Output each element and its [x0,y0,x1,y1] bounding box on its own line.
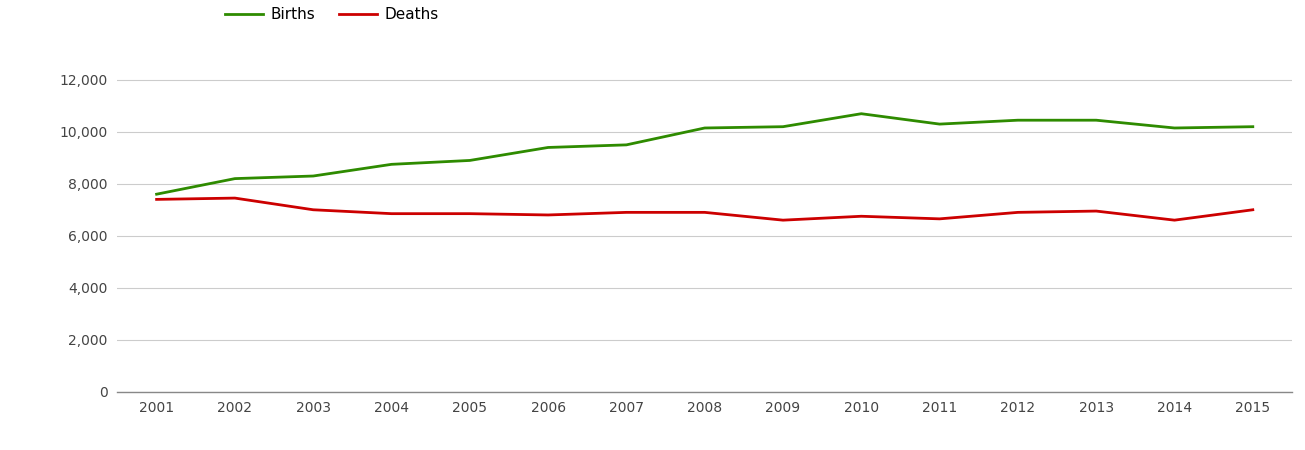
Births [1245,124,1261,130]
Births [305,173,321,179]
Births [932,122,947,127]
Deaths [775,217,791,223]
Births [227,176,243,181]
Births [697,125,713,130]
Line: Births: Births [157,114,1253,194]
Births [149,192,164,197]
Births [384,162,399,167]
Deaths [462,211,478,216]
Births [853,111,869,117]
Deaths [305,207,321,212]
Deaths [149,197,164,202]
Deaths [697,210,713,215]
Births [462,158,478,163]
Deaths [384,211,399,216]
Deaths [1088,208,1104,214]
Legend: Births, Deaths: Births, Deaths [219,1,445,28]
Deaths [1010,210,1026,215]
Deaths [853,214,869,219]
Line: Deaths: Deaths [157,198,1253,220]
Deaths [1245,207,1261,212]
Births [1167,125,1182,130]
Deaths [1167,217,1182,223]
Births [775,124,791,130]
Births [1088,117,1104,123]
Births [619,142,634,148]
Births [1010,117,1026,123]
Deaths [540,212,556,218]
Deaths [619,210,634,215]
Deaths [932,216,947,221]
Deaths [227,195,243,201]
Births [540,145,556,150]
